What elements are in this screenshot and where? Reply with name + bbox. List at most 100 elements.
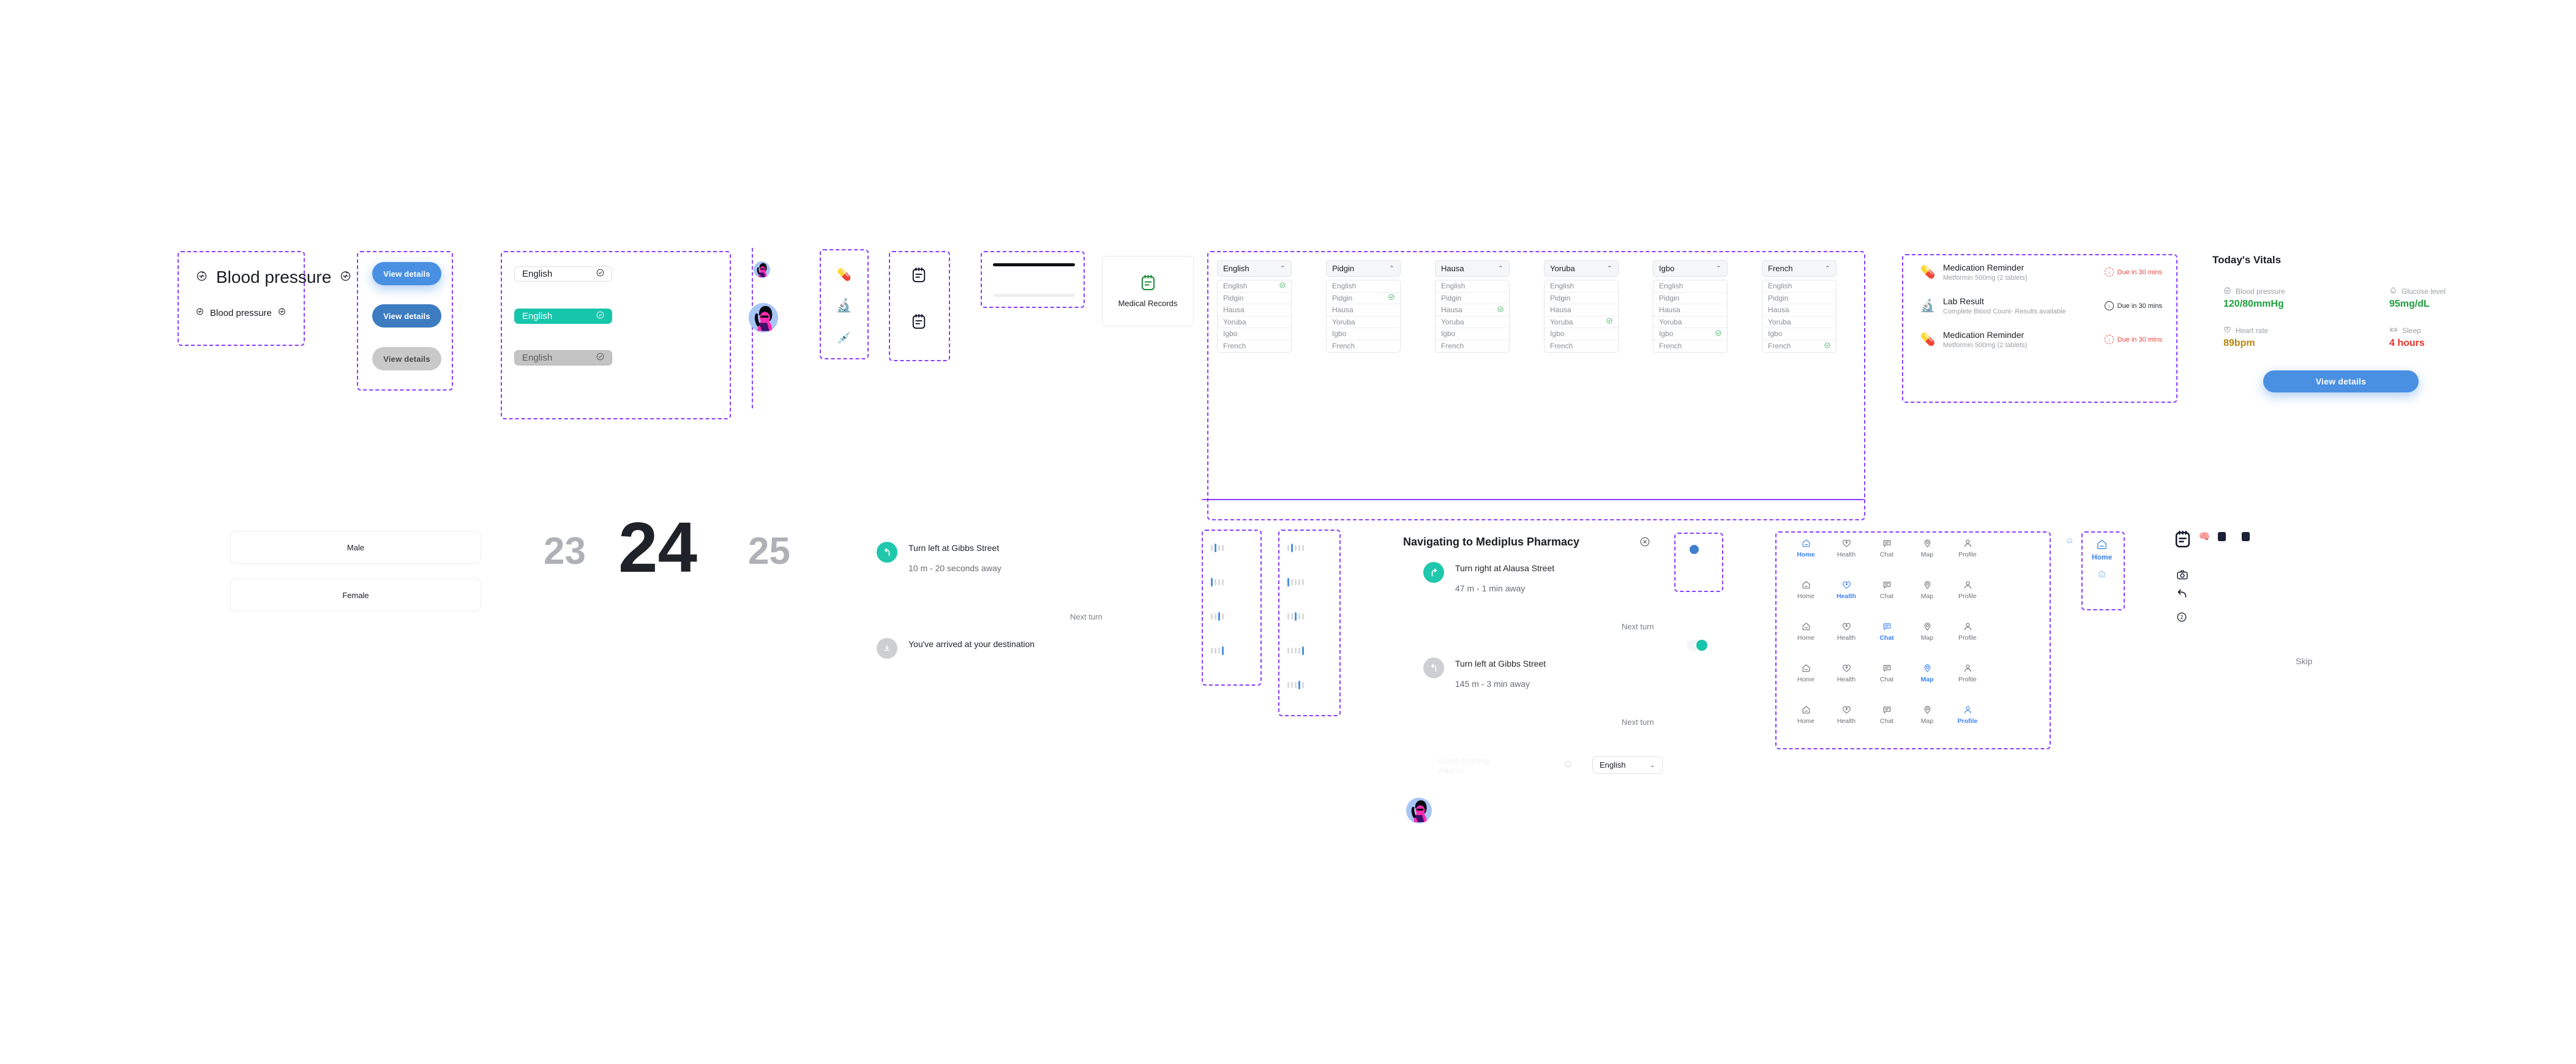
age-picker-prev[interactable]: 23 (544, 530, 586, 572)
page-dot[interactable] (1291, 648, 1293, 654)
page-dot[interactable] (1302, 579, 1304, 585)
tab-profile[interactable]: Profile (1947, 664, 1988, 683)
page-dot[interactable] (1287, 648, 1289, 654)
tab-profile[interactable]: Profile (1947, 705, 1988, 725)
page-dot[interactable] (1298, 545, 1300, 551)
page-indicator[interactable] (1211, 646, 1224, 655)
tab-chat[interactable]: Chat (1866, 539, 1907, 558)
tab-home[interactable]: Home (1786, 705, 1826, 725)
page-dot[interactable] (1287, 545, 1289, 551)
view-details-button-primary[interactable]: View details (372, 262, 441, 285)
page-indicator[interactable] (1211, 544, 1224, 552)
dropdown-option[interactable]: French (1436, 340, 1509, 353)
tab-map[interactable]: Map (1907, 580, 1947, 600)
tablet-icon[interactable] (2241, 531, 2250, 545)
tab-chat[interactable]: Chat (1866, 622, 1907, 642)
language-chip-default[interactable]: English (514, 266, 612, 282)
bell-icon[interactable] (1563, 759, 1573, 773)
dropdown-option[interactable]: French (1327, 340, 1400, 353)
dropdown-option[interactable]: English (1653, 280, 1727, 293)
tab-health[interactable]: Health (1826, 580, 1866, 600)
gender-option-male[interactable]: Male (230, 531, 481, 564)
page-dot-active[interactable] (1302, 646, 1304, 655)
dropdown-option[interactable]: Hausa (1653, 304, 1727, 317)
dropdown-option[interactable]: English (1762, 280, 1836, 293)
dropdown-option[interactable]: Pidgin (1653, 293, 1727, 304)
page-dot[interactable] (1295, 682, 1297, 688)
page-dot[interactable] (1291, 613, 1293, 620)
tab-home[interactable]: Home (1786, 580, 1826, 600)
dropdown-header[interactable]: Igbo ⌃ (1653, 260, 1728, 277)
dropdown-option[interactable]: French (1653, 340, 1727, 353)
dropdown-option[interactable]: Pidgin (1218, 293, 1291, 304)
page-indicator[interactable] (1287, 612, 1304, 621)
dropdown-header[interactable]: English ⌃ (1217, 260, 1292, 277)
medical-records-card[interactable]: Medical Records (1102, 256, 1194, 326)
dropdown-option[interactable]: Hausa (1218, 304, 1291, 317)
page-dot-active[interactable] (1287, 578, 1289, 586)
page-dot[interactable] (1298, 579, 1300, 585)
page-dot[interactable] (1215, 648, 1216, 654)
dropdown-option[interactable]: Yoruba (1436, 317, 1509, 328)
clipboard-icon[interactable] (2174, 530, 2191, 551)
dropdown-option[interactable]: Pidgin (1436, 293, 1509, 304)
tab-profile[interactable]: Profile (1947, 622, 1988, 642)
page-dot[interactable] (1215, 579, 1216, 585)
language-dropdown-pidgin[interactable]: Pidgin ⌃ English Pidgin Hausa Yoruba Igbo Frenc… (1326, 260, 1401, 353)
page-dot[interactable] (1287, 613, 1289, 620)
page-dot[interactable] (1291, 682, 1293, 688)
brain-emoji[interactable]: 🧠 (2198, 531, 2211, 542)
tab-map[interactable]: Map (1907, 705, 1947, 725)
dropdown-option[interactable]: Igbo (1544, 328, 1618, 340)
page-dot[interactable] (1291, 579, 1293, 585)
dropdown-option[interactable]: French (1544, 340, 1618, 353)
page-indicator[interactable] (1211, 578, 1224, 586)
page-dot-active[interactable] (1218, 612, 1220, 621)
language-chip-selected[interactable]: English (514, 309, 612, 324)
tab-profile[interactable]: Profile (1947, 539, 1988, 558)
dropdown-header[interactable]: Yoruba ⌃ (1544, 260, 1619, 277)
reminder-card[interactable]: 🔬 Lab Result Complete Blood Count- Results… (1916, 296, 2167, 317)
tab-map[interactable]: Map (1907, 622, 1947, 642)
dropdown-option[interactable]: Yoruba (1544, 317, 1618, 328)
page-indicator[interactable] (1287, 646, 1304, 655)
undo-arrow-icon[interactable] (2177, 589, 2187, 601)
page-dot[interactable] (1295, 545, 1297, 551)
page-dot-active[interactable] (1222, 646, 1224, 655)
close-circle-icon[interactable] (1640, 537, 1650, 550)
dropdown-option[interactable]: English (1436, 280, 1509, 293)
dropdown-header[interactable]: Pidgin ⌃ (1326, 260, 1401, 277)
page-dot[interactable] (1287, 682, 1289, 688)
page-dot[interactable] (1222, 613, 1224, 620)
dropdown-option[interactable]: French (1218, 340, 1291, 353)
skip-button[interactable]: Skip (2296, 656, 2313, 666)
tab-health[interactable]: Health (1826, 622, 1866, 642)
page-dot-active[interactable] (1291, 544, 1293, 552)
dropdown-option[interactable]: Hausa (1436, 304, 1509, 317)
page-dot[interactable] (1222, 579, 1224, 585)
vitals-view-details-button[interactable]: View details (2263, 370, 2419, 392)
page-indicator[interactable] (1211, 612, 1224, 621)
tab-map[interactable]: Map (1907, 664, 1947, 683)
dropdown-option[interactable]: English (1544, 280, 1618, 293)
dropdown-option[interactable]: English (1218, 280, 1291, 293)
page-dot[interactable] (1298, 613, 1300, 620)
tab-health[interactable]: Health (1826, 705, 1866, 725)
page-dot[interactable] (1302, 545, 1304, 551)
toggle-switch-on[interactable] (1687, 640, 1707, 651)
dropdown-option[interactable]: Pidgin (1544, 293, 1618, 304)
page-indicator[interactable] (1287, 681, 1304, 689)
dropdown-option[interactable]: Igbo (1762, 328, 1836, 340)
tab-health[interactable]: Health (1826, 664, 1866, 683)
dropdown-header[interactable]: French ⌃ (1762, 260, 1837, 277)
page-dot[interactable] (1302, 682, 1304, 688)
page-dot[interactable] (1302, 613, 1304, 620)
page-dot[interactable] (1215, 613, 1216, 620)
page-dot[interactable] (1211, 545, 1213, 551)
reminder-card[interactable]: 💊 Medication Reminder Metformin 500mg (2 t… (1916, 262, 2167, 283)
language-dropdown-french[interactable]: French ⌃ English Pidgin Hausa Yoruba Igbo Frenc… (1762, 260, 1837, 353)
view-details-button-disabled[interactable]: View details (372, 347, 441, 370)
tab-health[interactable]: Health (1826, 539, 1866, 558)
page-dot[interactable] (1218, 579, 1220, 585)
dropdown-header[interactable]: Hausa ⌃ (1435, 260, 1510, 277)
